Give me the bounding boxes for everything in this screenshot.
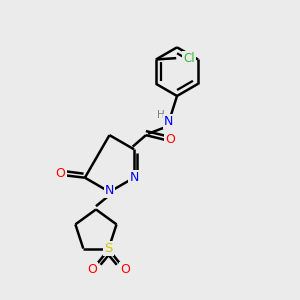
Text: O: O (56, 167, 65, 180)
Text: N: N (105, 184, 114, 197)
Text: O: O (88, 263, 98, 276)
Text: O: O (120, 263, 130, 276)
Text: H: H (158, 110, 165, 120)
Text: S: S (104, 242, 113, 255)
Text: N: N (164, 115, 174, 128)
Text: Cl: Cl (183, 52, 195, 64)
Text: N: N (129, 171, 139, 184)
Text: O: O (165, 133, 175, 146)
